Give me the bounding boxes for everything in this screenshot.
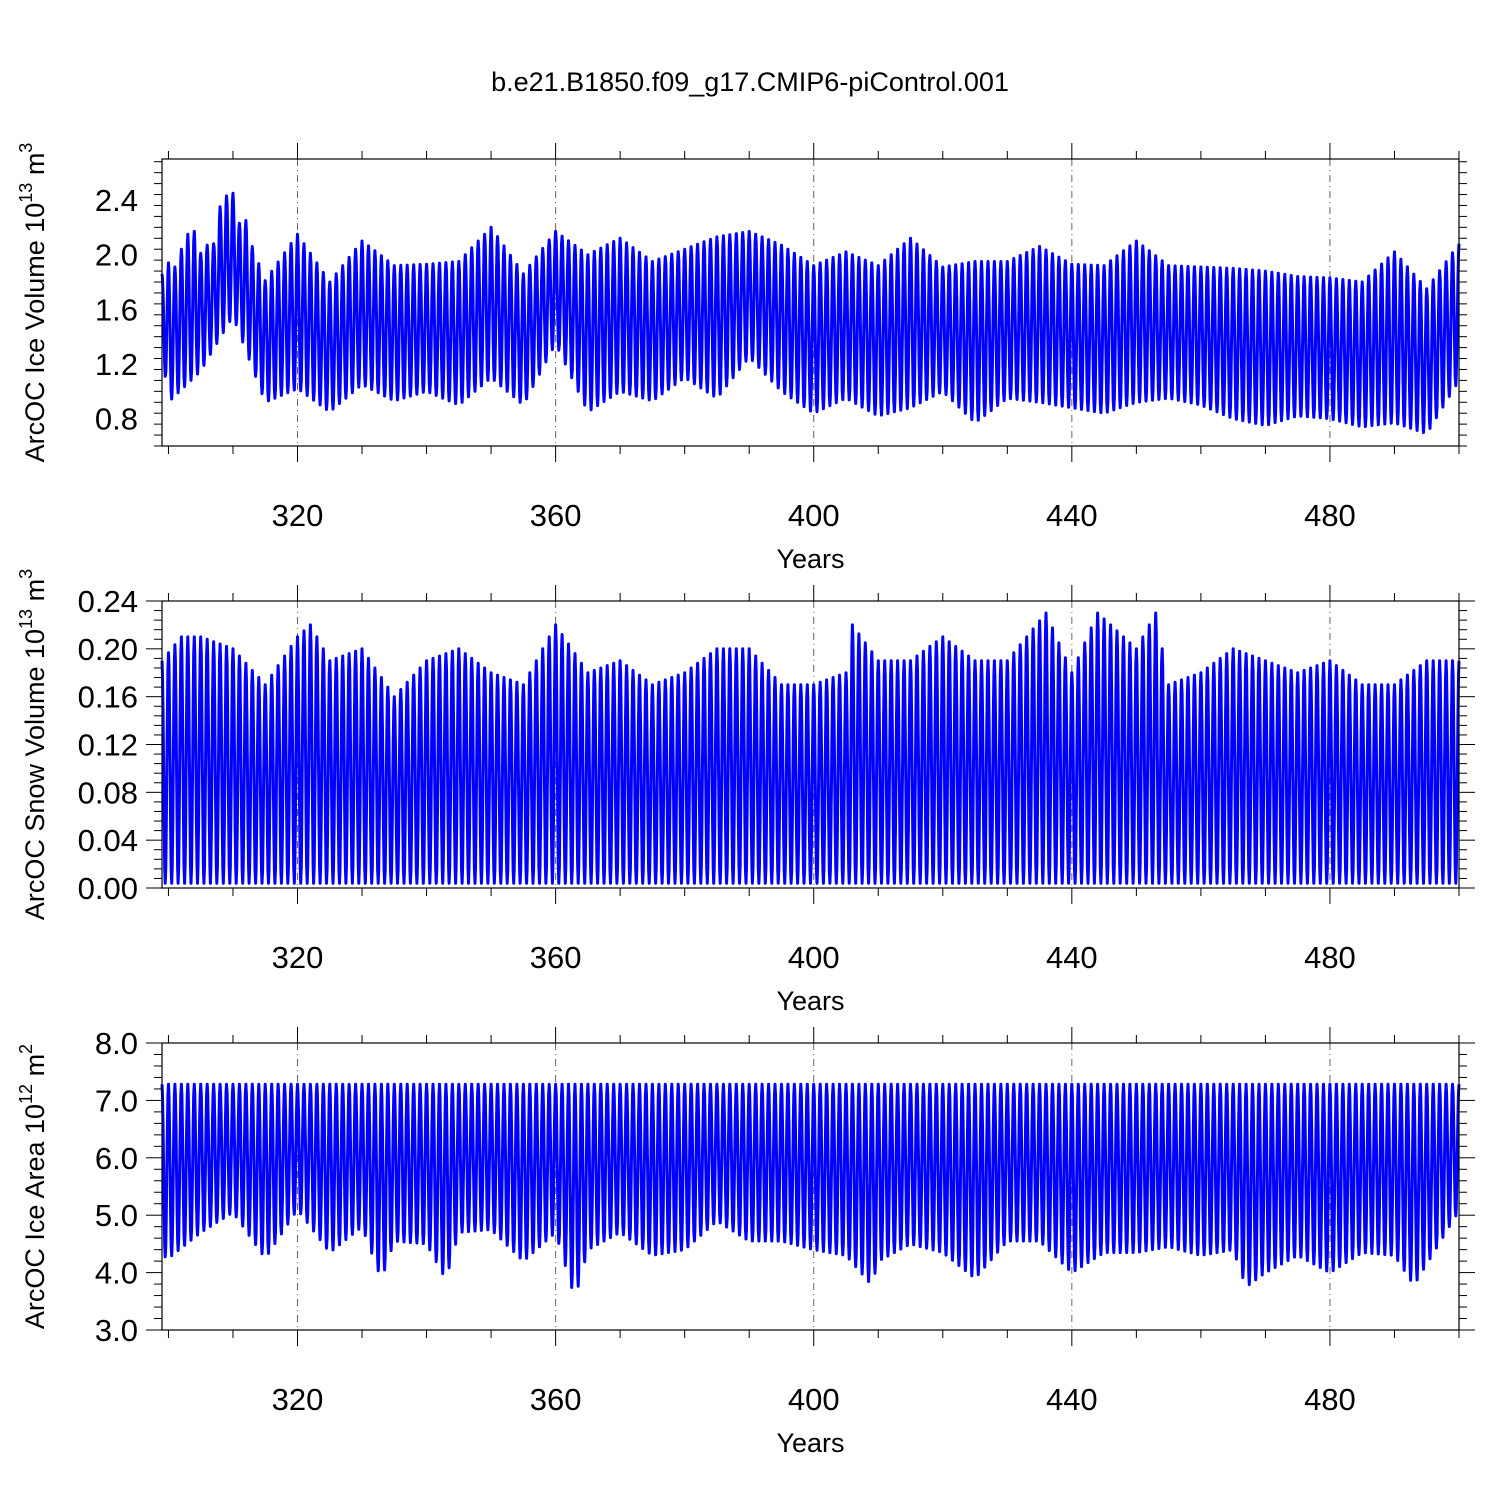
panel-snow-volume: 0.00 0.04 0.08 0.12 0.16 0.20 0.24 320 360 400 440… bbox=[16, 569, 1475, 1016]
y-axis-title-unit-exponent: 3 bbox=[16, 569, 36, 579]
y-axis-title-text: ArcOC Snow Volume 10 bbox=[20, 629, 50, 920]
figure-title: b.e21.B1850.f09_g17.CMIP6-piControl.001 bbox=[491, 67, 1009, 97]
y-tick-label: 1.2 bbox=[95, 347, 138, 382]
series-line bbox=[160, 611, 1461, 885]
x-axis-title: Years bbox=[776, 986, 844, 1016]
y-axis-title-unit: m bbox=[20, 1054, 50, 1084]
x-tick-label: 360 bbox=[530, 940, 582, 975]
y-tick-label: 2.0 bbox=[95, 238, 138, 273]
y-axis-title-exponent: 13 bbox=[16, 183, 36, 203]
panel-ice-volume: 0.8 1.2 1.6 2.0 2.4 320 360 400 440 480 Years ArcOC… bbox=[16, 143, 1467, 574]
x-axis-title: Years bbox=[776, 544, 844, 574]
series-line bbox=[160, 1082, 1461, 1289]
y-axis-title-exponent: 12 bbox=[16, 1084, 36, 1104]
x-tick-label: 360 bbox=[530, 1382, 582, 1417]
y-tick-label: 7.0 bbox=[95, 1083, 138, 1118]
y-axis-title-unit: m bbox=[20, 153, 50, 183]
y-tick-label: 0.20 bbox=[78, 632, 138, 667]
x-tick-label: 440 bbox=[1046, 940, 1098, 975]
y-tick-label: 8.0 bbox=[95, 1026, 138, 1061]
x-axis-title: Years bbox=[776, 1428, 844, 1458]
x-tick-label: 480 bbox=[1304, 940, 1356, 975]
x-tick-label: 320 bbox=[272, 498, 324, 533]
y-axis-title: ArcOC Ice Area 1012 m2 bbox=[16, 1044, 50, 1329]
plot-frame bbox=[161, 1042, 1460, 1331]
y-tick-label: 0.8 bbox=[95, 402, 138, 437]
x-tick-label: 400 bbox=[788, 940, 840, 975]
y-axis-title: ArcOC Snow Volume 1013 m3 bbox=[16, 569, 50, 920]
x-tick-label: 400 bbox=[788, 1382, 840, 1417]
y-tick-label: 4.0 bbox=[95, 1256, 138, 1291]
x-tick-label: 480 bbox=[1304, 498, 1356, 533]
x-tick-label: 440 bbox=[1046, 1382, 1098, 1417]
x-tick-label: 440 bbox=[1046, 498, 1098, 533]
x-tick-label: 480 bbox=[1304, 1382, 1356, 1417]
panel-ice-area: 3.0 4.0 5.0 6.0 7.0 8.0 320 360 400 440 480 Years Ar… bbox=[16, 1026, 1475, 1458]
y-axis-title-unit-exponent: 2 bbox=[16, 1044, 36, 1054]
series-line bbox=[160, 191, 1461, 435]
y-tick-label: 0.24 bbox=[78, 584, 138, 619]
y-axis-title: ArcOC Ice Volume 1013 m3 bbox=[16, 143, 50, 463]
y-tick-label: 0.08 bbox=[78, 775, 138, 810]
y-axis-title-text: ArcOC Ice Area 10 bbox=[20, 1104, 50, 1329]
y-tick-label: 2.4 bbox=[95, 183, 138, 218]
x-tick-label: 320 bbox=[272, 1382, 324, 1417]
y-axis-title-unit: m bbox=[20, 579, 50, 609]
y-tick-label: 3.0 bbox=[95, 1313, 138, 1348]
x-tick-label: 360 bbox=[530, 498, 582, 533]
y-tick-label: 0.00 bbox=[78, 871, 138, 906]
y-axis-title-exponent: 13 bbox=[16, 609, 36, 629]
y-tick-label: 0.04 bbox=[78, 823, 138, 858]
y-tick-label: 6.0 bbox=[95, 1141, 138, 1176]
x-tick-label: 320 bbox=[272, 940, 324, 975]
x-tick-label: 400 bbox=[788, 498, 840, 533]
y-tick-label: 1.6 bbox=[95, 292, 138, 327]
y-axis-title-text: ArcOC Ice Volume 10 bbox=[20, 203, 50, 463]
y-tick-label: 0.12 bbox=[78, 728, 138, 763]
y-axis-title-unit-exponent: 3 bbox=[16, 143, 36, 153]
y-tick-label: 5.0 bbox=[95, 1198, 138, 1233]
y-tick-label: 0.16 bbox=[78, 680, 138, 715]
plot-frame bbox=[161, 158, 1460, 447]
